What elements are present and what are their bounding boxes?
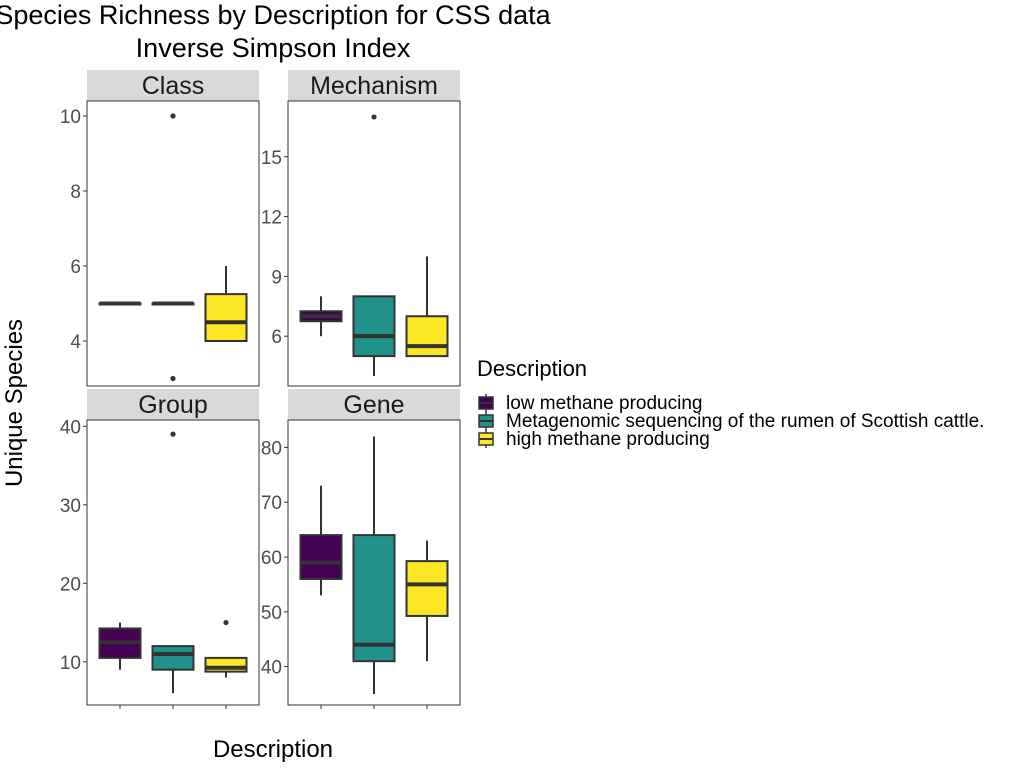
outlier-point: [170, 431, 176, 437]
box-gene-3: [405, 540, 449, 662]
box-group-3: [204, 619, 248, 678]
facet-label-group: Group: [138, 391, 207, 419]
chart-title-line-2: Inverse Simpson Index: [136, 33, 411, 63]
legend-item-2: Metagenomic sequencing of the rumen of S…: [478, 411, 984, 432]
facet-class: Class 4 6 8 10: [60, 70, 260, 387]
outlier-point: [223, 619, 229, 626]
legend-label: low methane producing: [506, 393, 702, 414]
outlier-point: [371, 114, 377, 120]
box-body: [204, 293, 248, 342]
y-tick-label-group: 10: [60, 653, 81, 674]
facet-label-class: Class: [142, 72, 205, 100]
facet-strip-group: [87, 389, 259, 420]
chart-title: Species Richness by Description for CSS …: [0, 0, 552, 63]
facet-label-mechanism: Mechanism: [310, 72, 438, 100]
box-mechanism-1: [299, 296, 343, 337]
box-mechanism-2: [352, 114, 396, 377]
y-tick-label-gene: 70: [261, 493, 282, 514]
box-body: [352, 534, 396, 663]
y-tick-label-mechanism: 9: [271, 267, 282, 288]
box-group-1: [98, 622, 142, 670]
box-body: [405, 315, 449, 358]
box-body: [405, 560, 449, 617]
facet-panels: Class46810Mechanism691215Group10203040Ge…: [60, 70, 461, 709]
box-gene-1: [299, 485, 343, 596]
x-axis-title: Description: [213, 736, 333, 763]
legend-label: Metagenomic sequencing of the rumen of S…: [506, 411, 984, 432]
legend-item-1: low methane producing: [478, 393, 702, 414]
y-tick-label-group: 20: [60, 574, 81, 595]
box-gene-2: [352, 436, 396, 695]
box-mechanism-3: [405, 256, 449, 358]
box-body: [151, 645, 195, 671]
y-tick-label-gene: 40: [261, 658, 282, 679]
facet-strip-class: [87, 70, 259, 101]
facet-mechanism: Mechanism 6 9 12 15: [261, 70, 461, 387]
y-tick-label-group: 30: [60, 496, 81, 517]
y-tick-label-mechanism: 6: [271, 327, 282, 348]
legend-item-3: high methane producing: [478, 429, 710, 450]
y-tick-label-class: 6: [70, 257, 81, 278]
y-tick-label-mechanism: 12: [261, 208, 282, 229]
facet-label-gene: Gene: [343, 391, 404, 419]
y-tick-label-class: 10: [60, 107, 81, 128]
box-group-2: [151, 431, 195, 694]
facet-group: Group 10 20 30 40: [60, 389, 260, 709]
y-tick-label-mechanism: 15: [261, 148, 282, 169]
facet-strip-mechanism: [288, 70, 460, 101]
panel-border-class: [86, 100, 260, 387]
outlier-point: [170, 113, 176, 119]
chart-title-line-1: Species Richness by Description for CSS …: [0, 0, 552, 30]
y-axis-title: Unique Species: [1, 319, 28, 487]
facet-strip-gene: [288, 389, 460, 420]
box-class-1: [98, 301, 142, 306]
y-tick-label-class: 4: [70, 332, 81, 353]
legend-title: Description: [477, 356, 587, 381]
legend-label: high methane producing: [506, 429, 710, 450]
y-tick-label-gene: 80: [261, 438, 282, 459]
outlier-point: [170, 375, 176, 382]
y-tick-label-gene: 60: [261, 548, 282, 569]
y-tick-label-class: 8: [70, 182, 81, 203]
box-class-2: [151, 113, 195, 382]
y-tick-label-gene: 50: [261, 603, 282, 624]
box-body: [299, 534, 343, 580]
legend: Description low methane producingMetagen…: [477, 356, 984, 450]
facet-gene: Gene 40 50 60 70 80: [261, 389, 461, 709]
y-tick-label-group: 40: [60, 417, 81, 438]
box-body: [352, 295, 396, 358]
box-class-3: [204, 266, 248, 342]
